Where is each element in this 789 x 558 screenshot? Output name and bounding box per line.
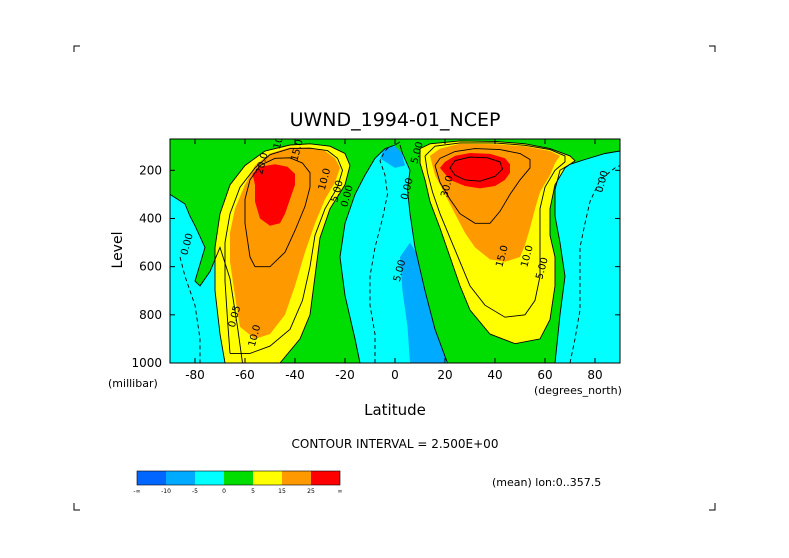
x-axis-label: Latitude: [364, 401, 426, 419]
contour-line-5-5: [419, 140, 576, 345]
y-tick-label-1000: 1000: [131, 356, 162, 370]
contour-line-20-9: [434, 148, 531, 224]
colorbar-swatch-0: [137, 471, 166, 485]
x-axis-unit: (degrees_north): [534, 384, 622, 397]
colorbar-label-0: -∞: [133, 488, 140, 495]
colorbar-label-7: ∞: [338, 488, 343, 495]
plot-area: 10.0 15.020.010.05.000.000.000.005.005.00…: [169, 126, 621, 364]
x-axis-ticks: -80 -60 -40 -20 0 20 40 60 80: [185, 139, 603, 382]
y-tick-label-800: 800: [139, 308, 162, 322]
colorbar-swatch-5: [282, 471, 311, 485]
colorbar: -∞ -10 -5 0 5 15 25 ∞: [133, 470, 343, 495]
mean-note: (mean) lon:0..357.5: [492, 476, 601, 489]
colorbar-label-6: 25: [307, 488, 315, 495]
contour-line-0-2: [399, 144, 448, 363]
contour-line--5-11: [179, 256, 201, 363]
contour-label-0: 10.0: [272, 126, 288, 150]
contour-line-0-3: [554, 150, 620, 363]
y-axis-label: Level: [110, 232, 126, 269]
contour-line-0-1: [339, 141, 401, 363]
y-tick-label-200: 200: [139, 163, 162, 177]
x-tick-label-80: 80: [587, 368, 602, 382]
contour-line-0-0: [170, 194, 243, 363]
x-tick-label-60: 60: [537, 368, 552, 382]
y-tick-label-400: 400: [139, 211, 162, 225]
contour-lines: [170, 140, 620, 363]
colorbar-label-5: 15: [278, 488, 286, 495]
x-tick-label-0: 0: [391, 368, 399, 382]
x-tick-label-20: 20: [437, 368, 452, 382]
contour-fill-25-9: [252, 164, 295, 226]
colorbar-swatch-4: [253, 471, 282, 485]
colorbar-label-3: 0: [222, 488, 226, 495]
x-tick-label-40: 40: [487, 368, 502, 382]
x-tick-label--40: -40: [285, 368, 305, 382]
colorbar-label-1: -10: [161, 488, 171, 495]
crop-mark-top-left: [73, 45, 80, 52]
contour-fill-25-10: [440, 153, 510, 189]
colorbar-frame: [136, 470, 341, 486]
x-tick-label--80: -80: [185, 368, 205, 382]
y-axis-ticks: 200 400 600 800 1000: [131, 163, 620, 370]
contour-interval-text: CONTOUR INTERVAL = 2.500E+00: [292, 437, 499, 451]
y-tick-label-600: 600: [139, 260, 162, 274]
contour-line-20-8: [244, 157, 311, 268]
contour-line-10-6: [224, 147, 343, 354]
colorbar-swatch-3: [224, 471, 253, 485]
colorbar-label-2: -5: [192, 488, 198, 495]
crop-mark-top-right: [709, 45, 716, 52]
x-tick-label--20: -20: [335, 368, 355, 382]
contour-labels: 10.0 15.020.010.05.000.000.000.005.005.00…: [179, 126, 610, 348]
colorbar-swatch-6: [311, 471, 340, 485]
crop-marks: [73, 45, 716, 511]
crop-mark-bottom-right: [709, 503, 716, 511]
contour-line-10-7: [424, 142, 566, 318]
x-tick-label--60: -60: [235, 368, 255, 382]
contour-line-5-4: [214, 143, 351, 363]
colorbar-swatch-2: [195, 471, 224, 485]
colorbar-swatch-1: [166, 471, 195, 485]
contour-line-30-10: [449, 156, 504, 182]
colorbar-label-4: 5: [251, 488, 255, 495]
contour-fill--10-0: [380, 146, 405, 168]
chart-title: UWND_1994-01_NCEP: [290, 109, 501, 131]
crop-mark-bottom-left: [73, 503, 80, 511]
y-axis-unit: (millibar): [108, 377, 158, 390]
contour-line--5-13: [569, 165, 620, 363]
